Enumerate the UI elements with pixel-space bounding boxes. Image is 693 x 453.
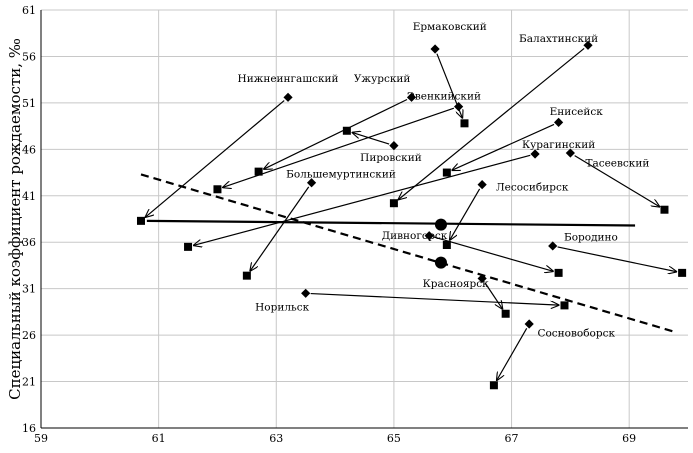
diamond-point xyxy=(477,273,487,284)
x-tick-label: 65 xyxy=(387,432,401,445)
diamond-point xyxy=(424,231,434,241)
square-point xyxy=(460,119,469,128)
arrow xyxy=(433,236,553,271)
point-label: Бородино xyxy=(564,232,618,244)
x-tick-label: 69 xyxy=(622,432,636,445)
point-label: Норильск xyxy=(255,301,309,313)
arrow xyxy=(398,47,585,199)
point-label: Лесосибирск xyxy=(496,181,569,193)
arrow xyxy=(264,98,408,170)
diamond-point xyxy=(583,40,593,50)
square-point xyxy=(213,185,222,194)
square-point xyxy=(442,241,451,250)
arrow xyxy=(484,282,503,310)
point-label: Сосновоборск xyxy=(537,327,615,339)
centroid-point xyxy=(434,256,447,269)
grid xyxy=(40,9,688,429)
diamond-point xyxy=(530,149,540,159)
square-point xyxy=(442,168,451,177)
dashed-trend-line xyxy=(140,173,677,334)
point-label: Курагинский xyxy=(522,139,595,151)
diamond-point xyxy=(389,141,399,151)
trend-lines xyxy=(140,173,677,334)
point-label: Нижнеингашский xyxy=(238,73,339,85)
arrow xyxy=(193,154,531,245)
square-point xyxy=(342,126,351,135)
arrow xyxy=(310,292,559,306)
square-point xyxy=(560,301,569,310)
y-tick-label: 26 xyxy=(22,329,36,342)
square-point xyxy=(254,167,263,176)
x-tick-label: 59 xyxy=(34,432,48,445)
diamond-point xyxy=(406,92,417,102)
point-label: Енисейск xyxy=(550,106,604,118)
y-axis-title: Специальный коэффициент рождаемости, ‰ xyxy=(6,38,24,400)
points xyxy=(136,40,687,390)
square-point xyxy=(678,268,687,277)
point-labels: Ермаковский Балахтинский Нижнеингашский Ужу… xyxy=(238,21,650,340)
y-tick-label: 56 xyxy=(22,50,36,63)
y-tick-label: 46 xyxy=(22,143,36,156)
diamond-point xyxy=(283,92,293,102)
diamond-point xyxy=(477,180,487,190)
square-point xyxy=(489,381,498,390)
arrow xyxy=(352,132,390,145)
solid-trend-line xyxy=(146,219,636,227)
point-label: Дивногорск xyxy=(382,230,448,242)
square-point xyxy=(554,268,563,277)
y-tick-label: 61 xyxy=(22,4,36,17)
point-label: Красноярск xyxy=(423,278,490,290)
arrow xyxy=(145,100,285,218)
diamond-point xyxy=(454,102,464,112)
point-label: Ермаковский xyxy=(413,21,487,33)
point-label: Ужурский xyxy=(354,73,411,85)
x-tick-label: 61 xyxy=(152,432,166,445)
point-label: Эвенкийский xyxy=(407,90,481,102)
centroid-point xyxy=(434,218,447,231)
y-tick-label: 16 xyxy=(22,422,36,435)
diamond-point xyxy=(306,178,317,188)
diamond-point xyxy=(430,44,440,54)
point-label: Балахтинский xyxy=(519,33,598,45)
arrow xyxy=(574,155,660,207)
square-point xyxy=(136,216,145,225)
y-tick-label: 36 xyxy=(22,236,36,249)
arrow xyxy=(497,327,528,380)
square-point xyxy=(660,205,669,214)
square-point xyxy=(501,309,510,318)
square-point xyxy=(184,242,193,251)
point-label: Тасеевский xyxy=(585,157,649,169)
x-tick-label: 67 xyxy=(505,432,519,445)
arrow xyxy=(452,123,555,170)
point-label: Пировский xyxy=(360,152,422,164)
axes: 59 61 63 65 67 69 16 21 26 31 36 41 46 51 56 61 xyxy=(22,4,688,445)
arrow xyxy=(557,246,677,272)
diamond-point xyxy=(548,241,558,251)
y-tick-label: 51 xyxy=(22,97,36,110)
square-point xyxy=(389,199,398,208)
y-tick-label: 31 xyxy=(22,283,36,296)
point-label: Большемуртинский xyxy=(286,168,396,180)
diamond-point xyxy=(524,319,534,329)
diamond-point xyxy=(301,288,311,298)
diamond-point xyxy=(565,148,575,158)
x-tick-label: 63 xyxy=(269,432,283,445)
arrow xyxy=(250,186,310,271)
square-point xyxy=(242,271,251,280)
y-tick-label: 21 xyxy=(22,376,36,389)
diamond-point xyxy=(554,117,564,127)
y-tick-label: 41 xyxy=(22,190,36,203)
arrow xyxy=(450,188,481,240)
